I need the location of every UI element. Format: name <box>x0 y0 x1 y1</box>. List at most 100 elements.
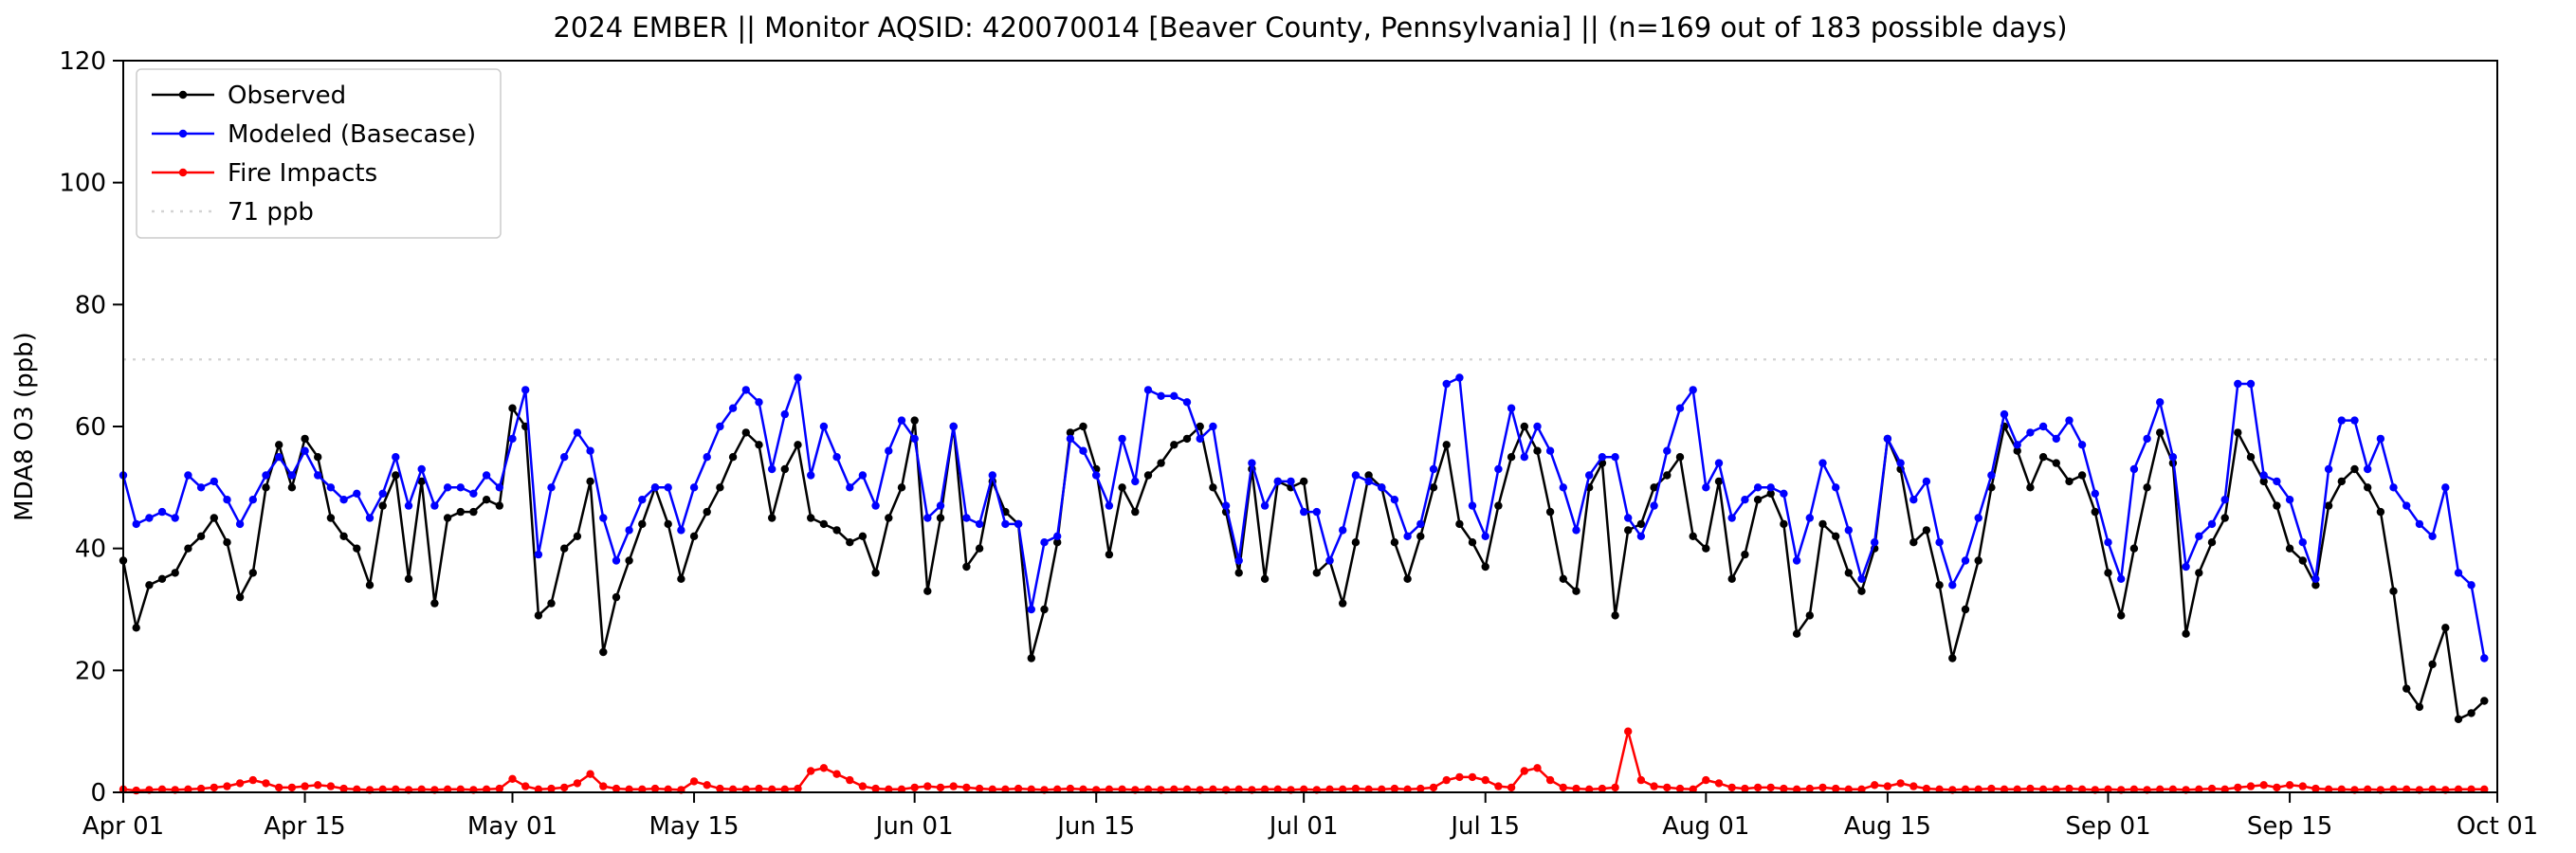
data-point-marker <box>1312 507 1322 517</box>
data-point-marker <box>1702 775 1710 785</box>
data-point-marker <box>1792 629 1801 638</box>
data-point-marker <box>2220 514 2229 522</box>
data-point-marker <box>1143 386 1153 394</box>
data-point-marker <box>2129 785 2139 793</box>
data-point-marker <box>1702 544 1710 553</box>
data-point-marker <box>1545 507 1555 517</box>
data-point-marker <box>287 783 297 792</box>
data-point-marker <box>1741 496 1749 504</box>
data-point-marker <box>2234 783 2242 792</box>
data-point-marker <box>2052 434 2060 444</box>
data-point-marker <box>2467 785 2476 793</box>
data-point-marker <box>314 453 322 462</box>
data-point-marker <box>1545 446 1555 455</box>
data-point-marker <box>1403 785 1412 793</box>
data-point-marker <box>404 574 413 583</box>
data-point-marker <box>1287 477 1295 486</box>
data-point-marker <box>495 483 503 492</box>
data-point-marker <box>1390 538 1399 547</box>
data-point-marker <box>2376 507 2385 517</box>
data-point-marker <box>871 784 880 793</box>
legend-marker-sample <box>178 90 188 100</box>
data-point-marker <box>2337 416 2346 425</box>
data-point-marker <box>2077 471 2087 480</box>
data-point-marker <box>780 409 789 419</box>
data-point-marker <box>1714 459 1724 467</box>
data-point-marker <box>1429 464 1438 474</box>
data-point-marker <box>2000 785 2009 793</box>
data-point-marker <box>885 514 893 522</box>
data-point-marker <box>1663 446 1672 455</box>
data-point-marker <box>819 764 829 772</box>
legend-item-modeled-basecase-: Modeled (Basecase) <box>152 120 476 149</box>
data-point-marker <box>508 404 517 412</box>
data-point-marker <box>1714 477 1724 486</box>
data-point-marker <box>275 453 283 462</box>
data-point-marker <box>417 464 426 474</box>
data-point-marker <box>2129 544 2139 553</box>
data-point-marker <box>1533 422 1542 431</box>
data-point-marker <box>1182 398 1192 407</box>
data-point-marker <box>936 783 945 792</box>
data-point-marker <box>2402 785 2411 793</box>
data-point-marker <box>1416 519 1425 529</box>
data-point-marker <box>1079 785 1087 793</box>
data-point-marker <box>832 526 841 535</box>
data-point-marker <box>650 483 660 492</box>
data-point-marker <box>469 489 478 498</box>
data-point-marker <box>1481 775 1489 785</box>
data-point-marker <box>1131 507 1140 517</box>
data-point-marker <box>1027 605 1036 614</box>
data-point-marker <box>1481 562 1489 572</box>
data-point-marker <box>885 446 893 455</box>
data-point-marker <box>612 556 621 565</box>
data-point-marker <box>612 784 621 793</box>
data-point-marker <box>794 373 802 382</box>
data-point-marker <box>2364 464 2372 474</box>
data-point-marker <box>1689 386 1697 394</box>
data-point-marker <box>2195 569 2203 577</box>
data-point-marker <box>897 416 906 425</box>
data-point-marker <box>1572 784 1580 793</box>
data-point-marker <box>235 779 245 788</box>
data-point-marker <box>716 422 724 431</box>
data-point-marker <box>1053 538 1062 547</box>
data-point-marker <box>2104 569 2112 577</box>
data-point-marker <box>547 784 556 793</box>
data-point-marker <box>1935 538 1944 547</box>
data-point-marker <box>1741 784 1749 793</box>
data-point-marker <box>248 775 257 785</box>
data-point-marker <box>2182 562 2190 572</box>
data-point-marker <box>1922 784 1931 793</box>
data-point-marker <box>1753 496 1763 504</box>
data-point-marker <box>157 574 167 583</box>
legend-item-fire-impacts: Fire Impacts <box>152 159 377 188</box>
data-point-marker <box>1766 483 1775 492</box>
data-point-marker <box>2480 697 2489 705</box>
data-point-marker <box>275 441 283 449</box>
x-tick-label: Oct 01 <box>2457 812 2538 841</box>
data-point-marker <box>1507 453 1516 462</box>
data-point-marker <box>703 453 711 462</box>
data-point-marker <box>469 507 478 517</box>
data-point-marker <box>1196 434 1204 444</box>
data-point-marker <box>1559 783 1568 792</box>
data-point-marker <box>910 783 919 792</box>
data-point-marker <box>1650 782 1658 790</box>
legend-box <box>136 68 502 239</box>
data-point-marker <box>2364 785 2372 793</box>
data-point-marker <box>1727 514 1736 522</box>
data-point-marker <box>936 514 945 522</box>
data-point-marker <box>599 647 608 657</box>
data-point-marker <box>2117 574 2126 583</box>
data-point-marker <box>832 770 841 778</box>
y-axis-ticks: 0 20 40 60 80 100 120 <box>59 47 123 808</box>
chart-title: 2024 EMBER || Monitor AQSID: 420070014 [… <box>553 11 2068 44</box>
data-point-marker <box>1143 471 1153 480</box>
data-point-marker <box>1961 785 1970 793</box>
data-point-marker <box>560 544 569 553</box>
data-point-marker <box>728 785 738 793</box>
data-point-marker <box>2195 532 2203 540</box>
data-point-marker <box>2389 587 2398 595</box>
